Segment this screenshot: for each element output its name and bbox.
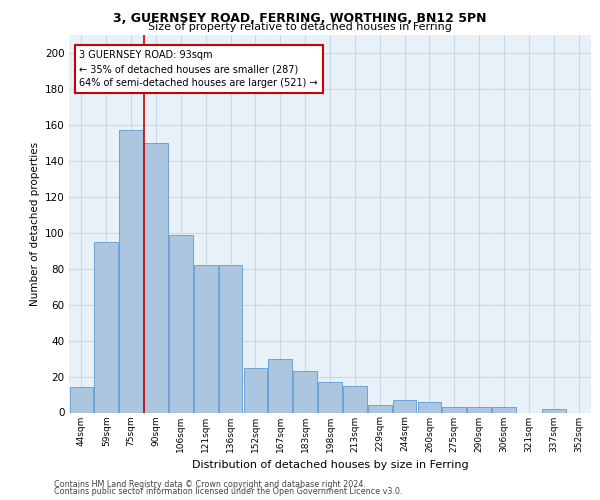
Bar <box>244 368 267 412</box>
Text: Size of property relative to detached houses in Ferring: Size of property relative to detached ho… <box>148 22 452 32</box>
Bar <box>418 402 441 412</box>
Bar <box>393 400 416 412</box>
Bar <box>194 265 218 412</box>
Bar <box>368 406 392 412</box>
Bar <box>343 386 367 412</box>
Bar <box>542 409 566 412</box>
Y-axis label: Number of detached properties: Number of detached properties <box>29 142 40 306</box>
Bar <box>318 382 342 412</box>
Text: 3 GUERNSEY ROAD: 93sqm
← 35% of detached houses are smaller (287)
64% of semi-de: 3 GUERNSEY ROAD: 93sqm ← 35% of detached… <box>79 50 318 88</box>
Text: Contains HM Land Registry data © Crown copyright and database right 2024.: Contains HM Land Registry data © Crown c… <box>54 480 366 489</box>
Bar <box>219 265 242 412</box>
X-axis label: Distribution of detached houses by size in Ferring: Distribution of detached houses by size … <box>191 460 469 470</box>
Bar <box>268 358 292 412</box>
Bar <box>293 371 317 412</box>
Bar <box>169 234 193 412</box>
Bar <box>442 407 466 412</box>
Bar <box>144 143 168 412</box>
Bar <box>492 407 516 412</box>
Bar <box>94 242 118 412</box>
Text: Contains public sector information licensed under the Open Government Licence v3: Contains public sector information licen… <box>54 487 403 496</box>
Text: 3, GUERNSEY ROAD, FERRING, WORTHING, BN12 5PN: 3, GUERNSEY ROAD, FERRING, WORTHING, BN1… <box>113 12 487 26</box>
Bar <box>119 130 143 412</box>
Bar <box>467 407 491 412</box>
Bar <box>70 388 93 412</box>
